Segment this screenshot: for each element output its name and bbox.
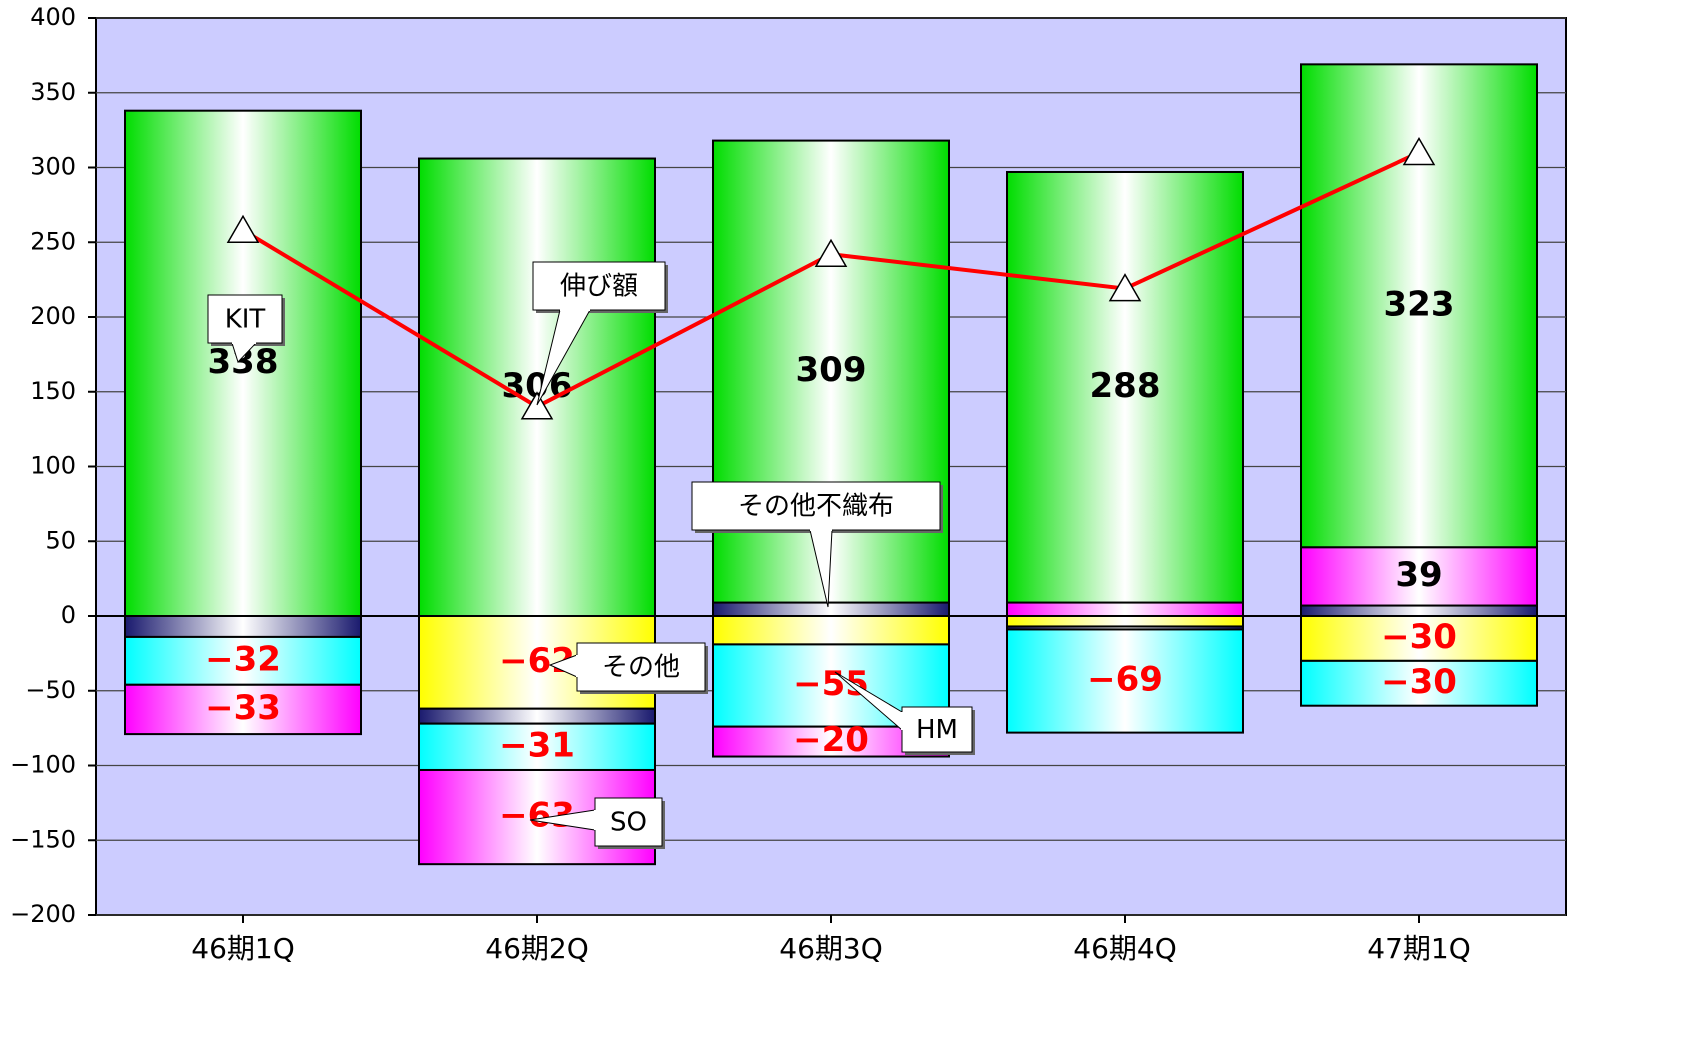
bar-segment [1006, 628, 1244, 734]
callout-label: 伸び額 [560, 272, 638, 302]
bar-segment [1006, 615, 1244, 628]
y-tick-label: 400 [30, 3, 76, 31]
y-tick-label: 0 [61, 601, 76, 629]
data-label: 39 [1395, 555, 1442, 595]
bar-segment [418, 722, 656, 771]
data-label: −30 [1381, 662, 1457, 702]
bar-segment [418, 707, 656, 725]
y-tick-label: 200 [30, 302, 76, 330]
bar-segment [124, 635, 362, 686]
callout-box [576, 642, 706, 692]
data-label: 288 [1090, 366, 1161, 406]
data-label: 323 [1384, 284, 1455, 324]
marker [1108, 273, 1142, 302]
data-label: −55 [793, 664, 869, 704]
callout-box [207, 294, 283, 344]
bar-segment [1300, 659, 1538, 707]
marker [1402, 137, 1436, 166]
y-tick-label: −50 [25, 676, 76, 704]
y-tick-label: 350 [30, 78, 76, 106]
y-tick-label: 250 [30, 227, 76, 255]
bar-segment [1300, 546, 1538, 607]
bar-segment [124, 109, 362, 617]
data-label: −33 [205, 688, 281, 728]
y-tick-label: 50 [45, 526, 76, 554]
y-tick-label: 300 [30, 153, 76, 181]
x-tick-label: 47期1Q [1367, 932, 1470, 965]
y-tick-label: −100 [10, 751, 76, 779]
x-tick-label: 46期4Q [1073, 932, 1176, 965]
y-tick-label: −150 [10, 825, 76, 853]
callout-label: KIT [225, 305, 266, 335]
data-label: −69 [1087, 660, 1163, 700]
bar-segment [712, 615, 950, 646]
callout-box [532, 261, 666, 311]
data-label: 309 [796, 350, 867, 390]
bar-segment [1300, 604, 1538, 617]
bar-segment [1006, 170, 1244, 604]
data-label: −20 [793, 720, 869, 760]
bar-segment [712, 601, 950, 617]
x-tick-label: 46期1Q [191, 932, 294, 965]
y-tick-label: −200 [10, 900, 76, 928]
data-label: −30 [1381, 617, 1457, 657]
marker [520, 391, 554, 420]
callout-label: その他 [602, 653, 680, 683]
callout-label: HM [916, 715, 958, 745]
x-tick-label: 46期3Q [779, 932, 882, 965]
callout-label: SO [610, 808, 647, 838]
bar-segment [124, 683, 362, 736]
bar-segment [124, 615, 362, 638]
x-tick-label: 46期2Q [485, 932, 588, 965]
callout-label: その他不織布 [738, 492, 894, 522]
data-label: −32 [205, 639, 281, 679]
bar-segment [418, 157, 656, 617]
bar-segment [1006, 601, 1244, 617]
marker [814, 238, 848, 267]
y-tick-label: 150 [30, 377, 76, 405]
data-label: −31 [499, 725, 575, 765]
y-tick-label: 100 [30, 452, 76, 480]
marker [226, 214, 260, 244]
callout-box [901, 706, 973, 753]
